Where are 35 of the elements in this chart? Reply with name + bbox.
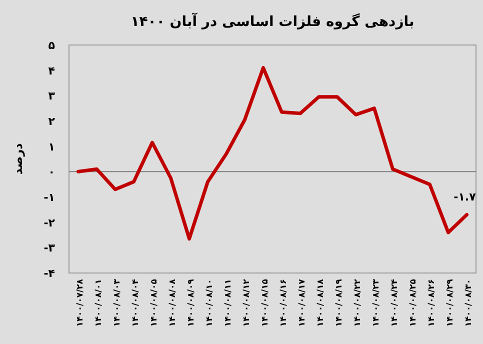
x-tick-label: ۱۴۰۰/۰۸/۲۲ [352,278,363,327]
x-tick-label: ۱۴۰۰/۰۸/۱۲ [242,278,252,327]
x-tick-label: ۱۴۰۰/۰۸/۲۴ [390,279,400,327]
x-tick-label: ۱۴۰۰/۰۸/۰۹ [186,278,196,327]
x-tick-label: ۱۴۰۰/۰۸/۲۶ [426,279,437,327]
x-tick-label: ۱۴۰۰/۰۸/۱۰ [204,279,215,327]
y-tick-label: -۲ [44,216,56,230]
x-tick-label: ۱۴۰۰/۰۸/۰۴ [130,279,141,327]
x-tick-label: ۱۴۰۰/۰۸/۱۶ [278,279,289,327]
y-tick-label: -۱ [44,191,55,204]
data-label: -۱.۷ [454,190,476,204]
x-tick-label: ۱۴۰۰/۰۸/۰۱ [94,279,104,327]
x-tick-label: ۱۴۰۰/۰۸/۱۹ [334,278,344,327]
x-tick-label: ۱۴۰۰/۰۸/۱۱ [223,279,234,327]
x-tick-label: ۱۴۰۰/۰۸/۲۹ [445,278,456,327]
x-tick-label: ۱۴۰۰/۰۸/۰۳ [112,278,122,327]
y-tick-label: ۵ [48,39,56,52]
y-tick-label: ۰ [48,166,55,179]
x-tick-label: ۱۴۰۰/۰۸/۱۵ [260,279,270,327]
y-tick-label: ۳ [48,90,56,103]
x-tick-label: ۱۴۰۰/۰۸/۳۰ [464,279,474,327]
chart-title: بازدهی گروه فلزات اساسی در آبان ۱۴۰۰ [130,12,414,30]
y-tick-label: ۴ [48,64,56,78]
y-tick-label: -۴ [44,267,56,280]
y-tick-label: -۳ [44,242,56,255]
x-tick-label: ۱۴۰۰/۰۸/۲۳ [371,278,382,327]
x-tick-label: ۱۴۰۰/۰۸/۱۸ [316,278,326,327]
y-tick-label: ۲ [48,115,56,128]
x-tick-label: ۱۴۰۰/۰۸/۰۸ [168,278,178,327]
x-tick-label: ۱۴۰۰/۰۸/۲۵ [408,279,418,327]
x-tick-label: ۱۴۰۰/۰۸/۱۷ [297,278,308,327]
y-tick-label: ۱ [48,140,55,154]
x-tick-label: ۱۴۰۰/۰۷/۲۸ [75,278,86,327]
y-axis-title: درصد [11,143,25,175]
x-tick-label: ۱۴۰۰/۰۸/۰۵ [149,279,160,327]
